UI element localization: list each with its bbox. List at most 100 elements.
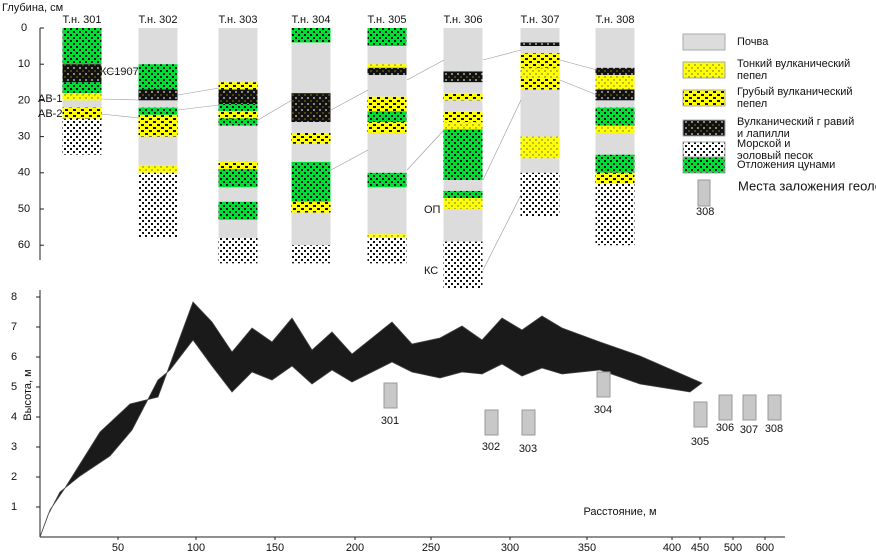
pit-marker (718, 394, 733, 421)
layer (367, 96, 407, 112)
pit-label: 301 (381, 415, 399, 427)
profile-panel: Высота, м Расстояние, м 1 2 3 4 5 6 7 8 50 100 150… (11, 290, 785, 554)
column-title: Т.н. 305 (367, 14, 406, 26)
layer (520, 53, 560, 68)
layer (367, 67, 407, 76)
pit-marker (521, 409, 536, 436)
layer (595, 75, 635, 90)
layer (367, 132, 407, 173)
terrain-profile (39, 301, 703, 538)
layer (520, 46, 560, 54)
layer (443, 122, 483, 130)
column-title: Т.н. 302 (138, 14, 177, 26)
distance-tick-label: 150 (266, 542, 284, 554)
legend-swatch (682, 141, 726, 159)
correlation-line (330, 89, 369, 111)
layer (367, 75, 407, 97)
legend-label: Отложения цунами (737, 159, 835, 171)
pit-marker (383, 382, 398, 409)
legend-label: Грубый вулканический пепел (737, 86, 852, 110)
layer (62, 64, 102, 83)
layer (218, 219, 258, 238)
height-tick-label: 2 (11, 471, 17, 483)
layer (367, 122, 407, 133)
pit-marker (596, 371, 611, 398)
layer (218, 89, 258, 105)
layer (443, 198, 483, 209)
distance-tick-label: 200 (346, 542, 364, 554)
height-tick-label: 7 (11, 321, 17, 333)
layer (62, 118, 102, 155)
layer (595, 154, 635, 173)
annotation: КС (424, 265, 438, 277)
depth-tick-label: 0 (21, 22, 27, 34)
pit-label: 306 (716, 422, 734, 434)
layer (218, 28, 258, 83)
layer (520, 28, 560, 43)
pit-marker (693, 401, 708, 428)
layer (595, 172, 635, 184)
pit-label: 308 (765, 423, 783, 435)
layer (367, 46, 407, 65)
correlation-line (330, 149, 369, 171)
column-title: Т.н. 301 (62, 14, 101, 26)
correlation-line (406, 129, 445, 171)
layer (443, 71, 483, 83)
layer (138, 100, 178, 108)
legend-label: Почва (737, 36, 769, 48)
stratigraphy-panel: Глубина, см КС1907 АВ-1 АВ-2 ОП КС 0 10 20… (2, 2, 635, 289)
pit-marker (484, 409, 499, 436)
layer (218, 111, 258, 119)
layer (218, 161, 258, 170)
legend-label: Морской и эоловый песок (737, 138, 813, 162)
correlation-line (406, 59, 445, 81)
correlation-line (100, 69, 140, 73)
layer (62, 82, 102, 94)
distance-tick-label: 600 (756, 542, 774, 554)
annotation: АВ-1 (38, 93, 62, 105)
column-title: Т.н. 308 (595, 14, 634, 26)
distance-tick-label: 500 (724, 542, 742, 554)
layer (62, 107, 102, 119)
layer (520, 172, 560, 217)
pit-icon (697, 179, 711, 207)
column-title: Т.н. 303 (218, 14, 257, 26)
legend-label: Места заложения геологических шурфов (738, 178, 876, 193)
layer (218, 118, 258, 126)
layer (520, 67, 560, 79)
layer (291, 122, 331, 133)
layer (218, 187, 258, 202)
correlation-line (482, 194, 522, 271)
annotation: АВ-2 (38, 108, 62, 120)
layer (443, 82, 483, 94)
layer (218, 169, 258, 188)
layer (595, 100, 635, 108)
layer (443, 190, 483, 199)
legend-swatch (682, 33, 726, 51)
height-tick-label: 6 (11, 351, 17, 363)
column-title: Т.н. 306 (443, 14, 482, 26)
layer (595, 89, 635, 101)
layer (62, 28, 102, 65)
layer (218, 82, 258, 90)
layer (443, 209, 483, 242)
legend-label: Вулканический г равий и лапилли (737, 116, 854, 140)
layer (138, 28, 178, 65)
correlation-line (257, 99, 293, 121)
depth-tick-label: 40 (18, 167, 30, 179)
layer (595, 183, 635, 246)
correlation-line (177, 104, 220, 111)
annotation: КС1907 (100, 66, 139, 78)
pit-label: 302 (482, 441, 500, 453)
legend-swatch (682, 156, 726, 174)
pit-label: 305 (691, 436, 709, 448)
pit-label: 303 (519, 443, 537, 455)
layer (138, 107, 178, 115)
layer (218, 104, 258, 112)
layer (291, 212, 331, 246)
layer (595, 125, 635, 133)
legend-swatch (682, 119, 726, 137)
height-tick-label: 4 (11, 411, 17, 423)
layer (367, 64, 407, 68)
layer (62, 93, 102, 101)
